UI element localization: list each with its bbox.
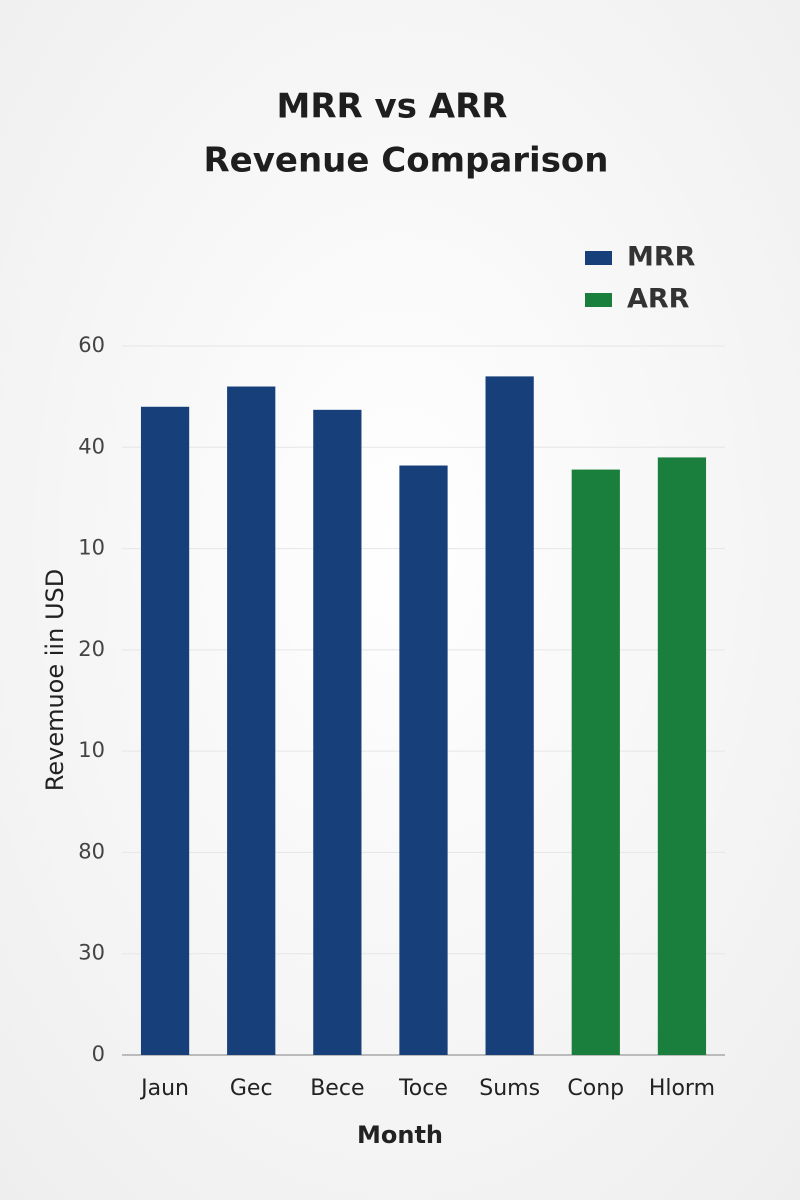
x-tick-label: Jaun (139, 1076, 189, 1101)
x-tick-label: Gec (230, 1076, 273, 1101)
bar (485, 376, 534, 1055)
bar (140, 406, 190, 1055)
y-tick-label: 10 (78, 738, 105, 762)
x-tick-label: Toce (398, 1076, 448, 1101)
y-tick-label: 30 (78, 941, 105, 965)
y-tick-label: 40 (78, 434, 105, 458)
y-tick-label: 60 (78, 333, 105, 357)
x-tick-label: Bece (310, 1076, 364, 1101)
legend-label: ARR (627, 284, 690, 315)
bar (399, 465, 448, 1055)
legend-label: MRR (627, 242, 696, 273)
bar (657, 457, 707, 1055)
legend-swatch (585, 251, 612, 265)
y-tick-label: 80 (78, 839, 105, 863)
y-tick-label: 0 (92, 1042, 105, 1066)
bar (227, 386, 276, 1055)
bar (571, 469, 620, 1055)
chart-title: MRR vs ARR (277, 87, 508, 127)
y-tick-label: 10 (78, 536, 105, 560)
x-tick-label: Sums (479, 1076, 540, 1101)
x-tick-label: Conp (567, 1076, 624, 1101)
x-tick-label: Hlorm (649, 1076, 715, 1101)
x-axis-title: Month (357, 1121, 443, 1149)
y-tick-label: 20 (78, 637, 105, 661)
legend-swatch (585, 293, 612, 307)
y-axis-title: Revemuoe iin USD (41, 569, 69, 791)
bar (313, 409, 362, 1055)
chart-subtitle: Revenue Comparison (203, 141, 608, 181)
